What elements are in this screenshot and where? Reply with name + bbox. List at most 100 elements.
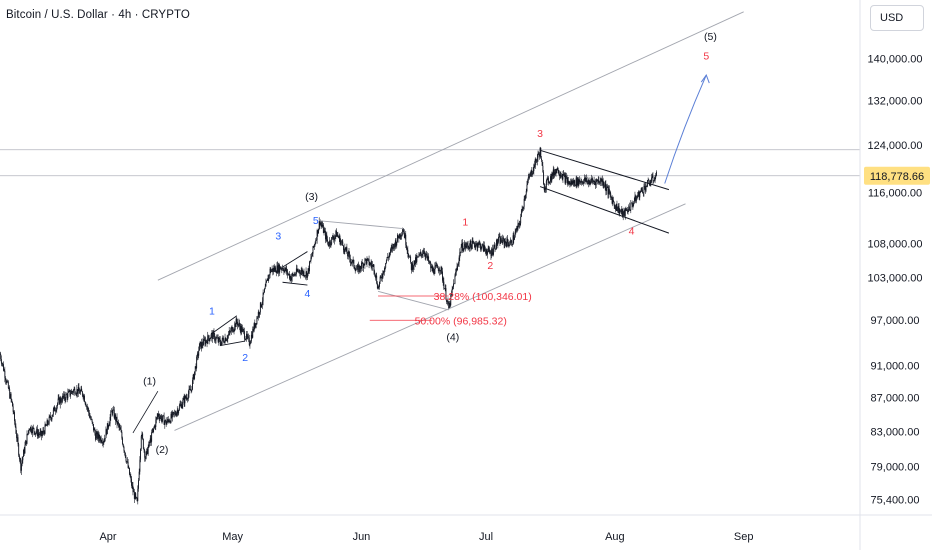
candle-body	[360, 268, 362, 270]
candle-body	[75, 393, 77, 395]
candle-body	[252, 329, 254, 332]
candle-body	[317, 230, 319, 234]
candle-body	[572, 180, 574, 184]
candle-body	[39, 432, 41, 435]
candle-body	[488, 247, 490, 250]
candle-body	[632, 204, 634, 206]
candle-body	[72, 389, 74, 393]
candle-body	[496, 239, 497, 249]
candle-body	[189, 388, 191, 390]
candle-body	[158, 413, 160, 417]
candle-body	[30, 426, 32, 432]
candle-body	[577, 177, 578, 186]
candle-body	[250, 334, 252, 342]
candle-body	[243, 331, 245, 339]
candle-body	[239, 326, 241, 332]
candle-body	[463, 246, 465, 251]
candle-body	[230, 328, 232, 332]
candle-body	[575, 178, 577, 186]
candle-body	[291, 277, 292, 281]
candle-body	[337, 234, 339, 237]
candle-body	[179, 404, 181, 406]
candle-body	[383, 269, 385, 273]
candle-body	[249, 343, 251, 346]
x-tick-label: Jun	[353, 531, 371, 543]
candle-body	[603, 185, 605, 186]
wedge-bottom-line	[377, 290, 449, 311]
candle-body	[10, 394, 12, 400]
wave-label-major-1: (1)	[143, 376, 156, 388]
candle-body	[643, 185, 645, 193]
candle-body	[295, 268, 297, 275]
candle-body	[146, 448, 148, 452]
candle-body	[401, 231, 403, 235]
candle-body	[93, 424, 94, 431]
candle-body	[583, 180, 585, 184]
candle-body	[651, 175, 653, 178]
candle-body	[32, 427, 33, 434]
candle-body	[598, 180, 600, 183]
candle-body	[482, 243, 484, 245]
candle-body	[650, 181, 652, 184]
candle-body	[602, 179, 604, 186]
candle-body	[120, 427, 121, 430]
candle-body	[625, 208, 627, 211]
candle-body	[322, 224, 324, 227]
candle-body	[389, 253, 391, 255]
candle-body	[50, 417, 52, 420]
candle-body	[298, 270, 300, 272]
candle-body	[511, 240, 513, 246]
candle-body	[62, 396, 64, 398]
candle-body	[533, 164, 535, 172]
candle-body	[174, 412, 175, 414]
fib-382-label: 38.28% (100,346.01)	[434, 291, 532, 303]
candle-body	[627, 211, 629, 213]
candle-body	[354, 266, 355, 269]
candle-body	[483, 245, 485, 252]
candle-body	[368, 258, 370, 265]
candle-body	[33, 427, 35, 432]
candle-body	[142, 433, 144, 439]
candle-body	[355, 269, 357, 271]
candle-body	[367, 258, 369, 260]
candle-body	[560, 175, 562, 177]
currency-selector[interactable]: USD	[870, 5, 924, 31]
candle-body	[223, 342, 225, 343]
candle-body	[168, 420, 170, 423]
candle-body	[108, 425, 110, 428]
candle-body	[48, 423, 49, 425]
candle-body	[410, 262, 412, 270]
candle-body	[150, 438, 152, 442]
candle-body	[608, 188, 610, 193]
candle-body	[199, 341, 201, 344]
candle-body	[43, 430, 45, 432]
candle-body	[615, 206, 617, 210]
candle-body	[97, 433, 99, 439]
candle-body	[225, 337, 227, 341]
candle-body	[155, 419, 157, 427]
candle-body	[105, 429, 107, 439]
chart-grid	[0, 149, 860, 177]
candle-body	[139, 459, 141, 472]
candle-body	[181, 405, 183, 409]
candle-body	[343, 250, 345, 252]
candle-body	[529, 176, 531, 178]
candle-body	[409, 256, 411, 258]
candle-body	[288, 273, 290, 279]
candle-body	[394, 240, 396, 248]
wedge-top-line	[319, 220, 404, 230]
candle-body	[377, 286, 379, 289]
candle-body	[586, 178, 587, 183]
candle-body	[382, 271, 384, 278]
candle-body	[457, 263, 459, 266]
candle-body	[70, 391, 72, 394]
candle-body	[28, 429, 30, 431]
candle-body	[274, 267, 276, 271]
candle-body	[278, 264, 280, 273]
candle-body	[131, 478, 133, 486]
candle-body	[178, 405, 180, 411]
candle-body	[601, 178, 603, 183]
candle-body	[69, 390, 71, 396]
candle-body	[480, 243, 481, 250]
